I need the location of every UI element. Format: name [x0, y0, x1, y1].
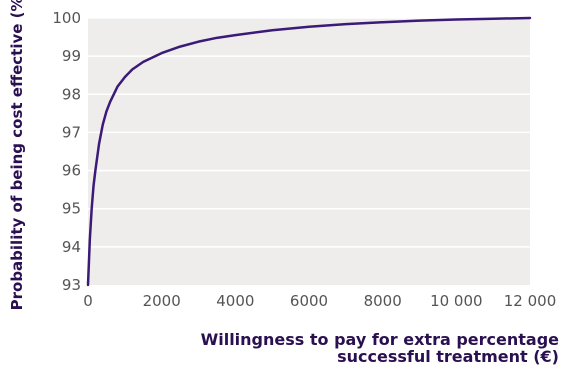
x-tick-label: 6000 — [290, 292, 328, 310]
series-layer — [86, 16, 532, 287]
y-tick-label: 96 — [62, 162, 81, 180]
gridlines — [88, 17, 530, 248]
x-axis-title-line-1: Willingness to pay for extra percentage — [201, 330, 560, 349]
y-tick-label: 99 — [62, 47, 81, 65]
x-tick-label: 4000 — [216, 292, 254, 310]
y-tick-label: 93 — [62, 276, 81, 294]
y-tick-label: 98 — [62, 85, 81, 103]
x-tick-label: 12 000 — [504, 292, 557, 310]
series-line-0 — [86, 16, 532, 287]
y-tick-label: 100 — [52, 9, 81, 27]
x-tick-label: 2000 — [143, 292, 181, 310]
y-axis-ticks: 93 94 95 96 97 98 99 100 — [52, 9, 81, 294]
plot-area — [88, 18, 530, 285]
y-tick-label: 97 — [62, 123, 81, 141]
x-tick-label: 10 000 — [430, 292, 483, 310]
x-tick-label: 0 — [83, 292, 93, 310]
x-tick-label: 8000 — [364, 292, 402, 310]
x-axis-title-line-2: successful treatment (€) — [337, 347, 559, 366]
y-tick-label: 95 — [62, 200, 81, 218]
y-tick-label: 94 — [62, 238, 81, 256]
x-axis-ticks: 0 2000 4000 6000 8000 10 000 12 000 — [83, 292, 556, 310]
y-axis-title: Probability of being cost effective (%) — [8, 0, 26, 310]
